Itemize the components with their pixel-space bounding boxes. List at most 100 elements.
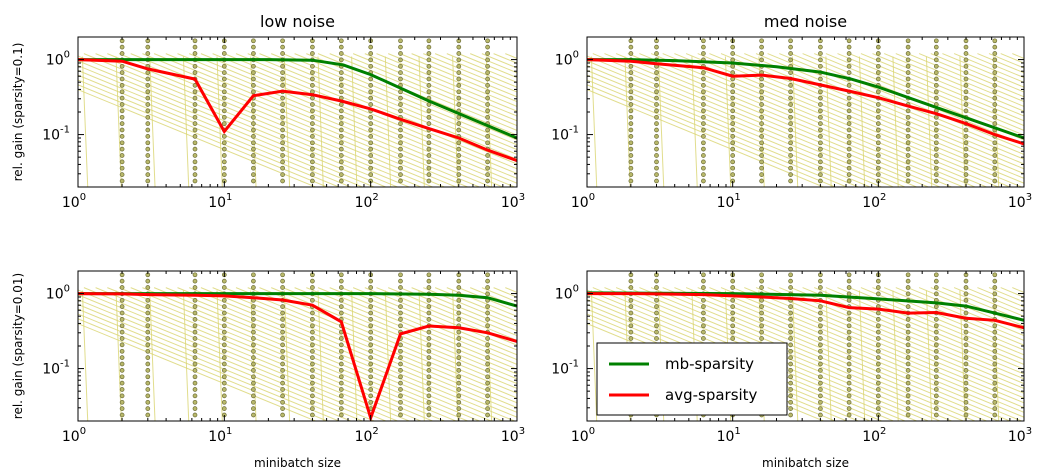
background-curve (446, 287, 517, 317)
x-tick-label: 100 (62, 192, 86, 211)
marker (456, 114, 462, 120)
marker (368, 380, 374, 386)
marker (485, 165, 490, 171)
marker (145, 178, 151, 184)
marker (654, 70, 659, 75)
marker (280, 310, 285, 316)
marker (992, 95, 998, 101)
marker (338, 380, 344, 386)
marker (933, 70, 939, 75)
marker (788, 285, 793, 290)
background-curve (352, 53, 517, 122)
marker (456, 342, 462, 348)
marker (221, 95, 227, 101)
marker (963, 172, 969, 177)
marker (933, 127, 939, 133)
marker (933, 272, 939, 278)
marker (398, 38, 403, 44)
marker (759, 140, 764, 146)
marker (485, 285, 490, 290)
marker (119, 172, 125, 177)
marker (310, 323, 315, 329)
marker (875, 393, 881, 399)
marker (251, 374, 256, 380)
background-curve (662, 53, 988, 187)
background-curve (317, 56, 324, 187)
marker (456, 63, 462, 69)
marker (221, 114, 227, 120)
marker (485, 172, 490, 177)
marker (933, 140, 939, 146)
marker (145, 165, 151, 171)
marker (992, 323, 998, 329)
marker (933, 134, 939, 139)
marker (338, 83, 344, 88)
marker (280, 159, 285, 165)
marker (119, 44, 125, 50)
marker (933, 172, 939, 177)
marker (338, 102, 344, 107)
background-curves (78, 272, 517, 421)
marker (251, 114, 256, 120)
background-curve (81, 290, 89, 421)
marker (310, 108, 315, 114)
marker (485, 310, 490, 316)
marker (192, 387, 198, 392)
marker (368, 140, 374, 146)
marker (310, 159, 315, 165)
marker (368, 83, 374, 88)
background-curve (767, 287, 1024, 394)
marker (992, 399, 998, 405)
marker (338, 146, 344, 152)
marker (818, 57, 823, 63)
marker (846, 38, 852, 44)
background-curve (767, 53, 1024, 160)
marker (426, 285, 432, 290)
background-curve (685, 53, 1012, 187)
y-tick-label: 100 (46, 50, 70, 69)
marker (119, 95, 125, 101)
marker (338, 140, 344, 146)
marker (338, 310, 344, 316)
marker (846, 57, 852, 63)
x-tick-label: 102 (355, 426, 379, 445)
marker (628, 336, 634, 341)
marker (426, 368, 432, 373)
marker (788, 387, 793, 392)
marker (251, 51, 256, 56)
marker (338, 336, 344, 341)
marker (368, 374, 374, 380)
marker (310, 412, 315, 418)
marker (846, 406, 852, 411)
marker (963, 297, 969, 303)
marker (992, 108, 998, 114)
background-curve (294, 53, 517, 146)
marker (192, 323, 198, 329)
x-axis-label: minibatch size (762, 456, 849, 470)
marker (992, 178, 998, 184)
marker (788, 108, 793, 114)
marker (119, 317, 125, 322)
marker (654, 172, 659, 177)
background-curve (446, 53, 517, 83)
marker (338, 399, 344, 405)
marker (310, 368, 315, 373)
marker (788, 121, 793, 126)
marker (145, 368, 151, 373)
marker (145, 304, 151, 309)
marker (992, 380, 998, 386)
marker (485, 368, 490, 373)
marker (485, 44, 490, 50)
background-curve (744, 53, 1024, 170)
marker (485, 380, 490, 386)
marker (145, 361, 151, 367)
marker (846, 108, 852, 114)
marker (730, 285, 736, 290)
marker (119, 304, 125, 309)
marker (485, 361, 490, 367)
background-curve (317, 287, 517, 370)
marker (628, 153, 634, 158)
marker (280, 134, 285, 139)
marker (846, 172, 852, 177)
marker (628, 323, 634, 329)
